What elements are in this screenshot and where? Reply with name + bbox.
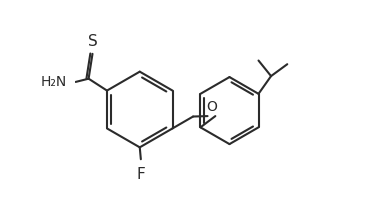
Text: H₂N: H₂N bbox=[41, 75, 67, 89]
Text: F: F bbox=[137, 167, 145, 182]
Text: O: O bbox=[206, 99, 217, 113]
Text: S: S bbox=[87, 34, 97, 49]
